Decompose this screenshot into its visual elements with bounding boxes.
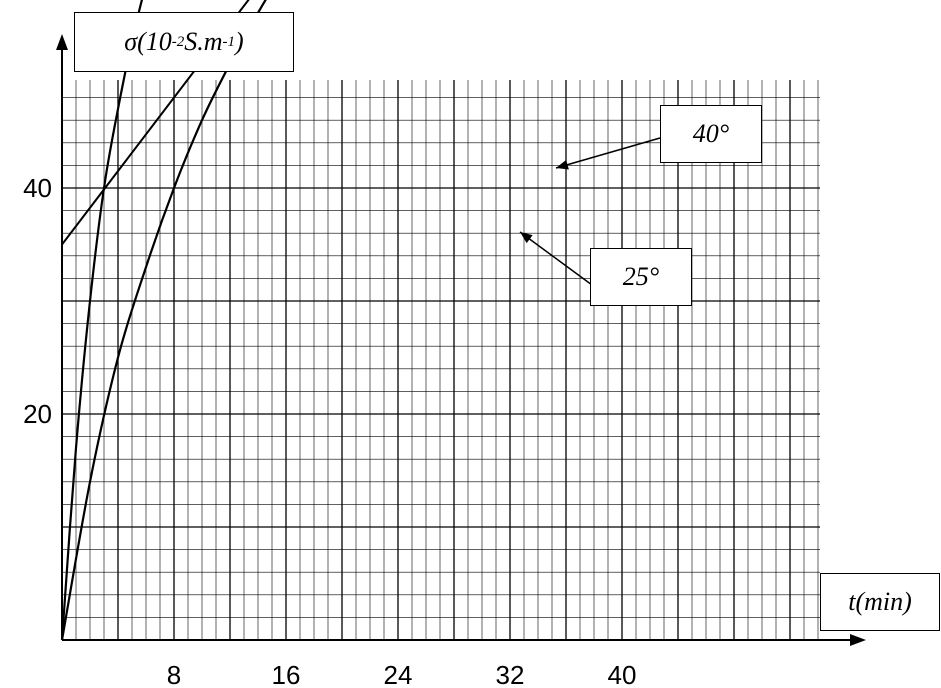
arrow-40-line xyxy=(555,137,661,169)
axes xyxy=(56,34,866,646)
series-line-40 xyxy=(60,0,144,641)
series-line-25 xyxy=(60,0,267,641)
y-tick-label: 40 xyxy=(23,173,52,203)
y-tick-label: 20 xyxy=(23,399,52,429)
tangent-line xyxy=(61,0,250,246)
arrow-25-line xyxy=(519,231,593,286)
y-axis-arrow xyxy=(56,34,68,50)
series-layer xyxy=(60,0,267,641)
tick-labels: 81624324020406080 xyxy=(23,173,637,688)
series-label-25: 25° xyxy=(590,248,692,306)
y-axis-label-part-2: S.m xyxy=(184,27,223,56)
tangent-line-segment xyxy=(61,0,250,246)
x-tick-label: 32 xyxy=(496,660,525,688)
series-label-40: 40° xyxy=(660,105,762,163)
y-axis-label: σ(10 -2 S.m -1) xyxy=(74,12,294,72)
annotation-arrows xyxy=(519,137,661,286)
arrow-40-head xyxy=(556,159,569,170)
series-label-25-text: 25° xyxy=(622,262,660,291)
x-axis-arrow xyxy=(850,634,866,646)
y-axis-label-exp-2: -1 xyxy=(222,33,236,50)
y-axis-label-exp-1: -2 xyxy=(171,33,185,50)
y-axis-label-part-1: σ(10 xyxy=(124,27,172,56)
x-axis-label: t(min) xyxy=(820,573,940,631)
minor-grid xyxy=(62,80,820,640)
x-tick-label: 8 xyxy=(167,660,181,688)
x-axis-label-text: t(min) xyxy=(848,587,912,616)
series-label-40-text: 40° xyxy=(692,119,730,148)
x-tick-label: 16 xyxy=(272,660,301,688)
x-tick-label: 24 xyxy=(384,660,413,688)
y-axis-label-part-3: ) xyxy=(235,27,244,56)
arrow-25-head xyxy=(520,232,533,244)
x-tick-label: 40 xyxy=(608,660,637,688)
